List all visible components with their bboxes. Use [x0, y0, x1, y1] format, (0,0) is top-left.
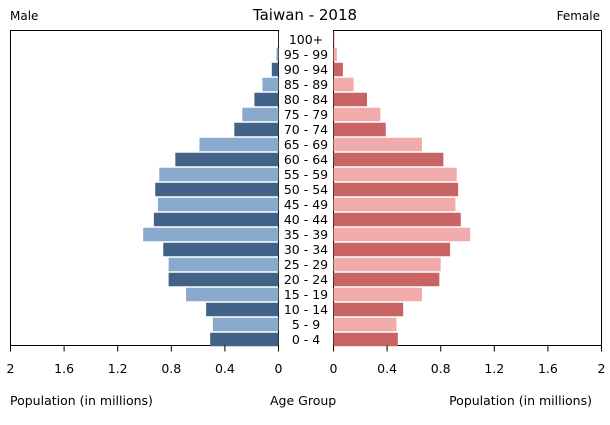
female-bar-100plus — [333, 32, 335, 47]
female-bar-15-19 — [333, 287, 422, 302]
male-bar-5-9 — [212, 317, 279, 332]
male-x-tick-label: 1.2 — [108, 361, 128, 376]
age-group-label: 75 - 79 — [284, 107, 328, 122]
age-group-label: 45 - 49 — [284, 197, 328, 212]
male-label: Male — [10, 9, 39, 23]
male-bar-25-29 — [168, 257, 279, 272]
female-x-tick-label: 0 — [330, 361, 338, 376]
female-x-tick-label: 0.4 — [377, 361, 397, 376]
male-bar-35-39 — [143, 227, 279, 242]
female-x-tick-label: 0.8 — [431, 361, 451, 376]
female-bar-5-9 — [333, 317, 397, 332]
male-bar-20-24 — [168, 272, 279, 287]
female-bar-45-49 — [333, 197, 456, 212]
female-bar-50-54 — [333, 182, 459, 197]
age-group-label: 85 - 89 — [284, 77, 328, 92]
age-group-label: 30 - 34 — [284, 242, 328, 257]
male-x-axis-label: Population (in millions) — [10, 393, 153, 408]
female-bar-75-79 — [333, 107, 381, 122]
female-bar-30-34 — [333, 242, 451, 257]
age-group-label: 60 - 64 — [284, 152, 328, 167]
male-bar-60-64 — [175, 152, 279, 167]
female-bar-40-44 — [333, 212, 461, 227]
male-bar-30-34 — [163, 242, 279, 257]
female-bar-70-74 — [333, 122, 386, 137]
age-group-label: 0 - 4 — [292, 332, 320, 347]
male-bar-10-14 — [206, 302, 279, 317]
age-group-label: 90 - 94 — [284, 62, 328, 77]
chart-title: Taiwan - 2018 — [252, 6, 358, 24]
female-bar-85-89 — [333, 77, 354, 92]
male-bar-55-59 — [159, 167, 279, 182]
male-x-tick-label: 2 — [7, 361, 15, 376]
female-bar-95-99 — [333, 47, 337, 62]
age-group-axis-label: Age Group — [270, 393, 337, 408]
male-bar-95-99 — [276, 47, 279, 62]
age-group-label: 15 - 19 — [284, 287, 328, 302]
female-x-tick-label: 1.2 — [484, 361, 504, 376]
male-bar-40-44 — [153, 212, 279, 227]
age-group-label: 55 - 59 — [284, 167, 328, 182]
female-bar-35-39 — [333, 227, 471, 242]
female-bar-10-14 — [333, 302, 404, 317]
age-group-label: 100+ — [289, 32, 323, 47]
male-bar-75-79 — [242, 107, 279, 122]
male-bar-15-19 — [186, 287, 279, 302]
male-bar-65-69 — [199, 137, 279, 152]
male-bar-50-54 — [155, 182, 279, 197]
male-bar-90-94 — [271, 62, 279, 77]
female-bar-80-84 — [333, 92, 367, 107]
age-group-label: 20 - 24 — [284, 272, 328, 287]
age-group-label: 80 - 84 — [284, 92, 328, 107]
female-bar-55-59 — [333, 167, 457, 182]
age-group-label: 35 - 39 — [284, 227, 328, 242]
male-bar-45-49 — [157, 197, 279, 212]
age-group-label: 70 - 74 — [284, 122, 328, 137]
age-group-label: 25 - 29 — [284, 257, 328, 272]
age-group-label: 95 - 99 — [284, 47, 328, 62]
female-x-axis-label: Population (in millions) — [449, 393, 592, 408]
male-x-tick-label: 0.8 — [161, 361, 181, 376]
male-bar-0-4 — [210, 332, 279, 347]
male-bar-85-89 — [262, 77, 279, 92]
female-bar-65-69 — [333, 137, 422, 152]
female-bar-20-24 — [333, 272, 440, 287]
female-label: Female — [556, 9, 600, 23]
female-bar-25-29 — [333, 257, 441, 272]
age-group-label: 65 - 69 — [284, 137, 328, 152]
female-x-tick-label: 1.6 — [538, 361, 558, 376]
female-bar-0-4 — [333, 332, 398, 347]
age-group-label: 50 - 54 — [284, 182, 328, 197]
male-x-tick-label: 1.6 — [54, 361, 74, 376]
male-bar-70-74 — [234, 122, 279, 137]
female-bar-90-94 — [333, 62, 343, 77]
age-group-label: 5 - 9 — [292, 317, 320, 332]
male-x-tick-label: 0 — [275, 361, 283, 376]
female-bar-60-64 — [333, 152, 444, 167]
age-group-label: 10 - 14 — [284, 302, 328, 317]
male-x-tick-label: 0.4 — [215, 361, 235, 376]
age-group-label: 40 - 44 — [284, 212, 328, 227]
female-x-tick-label: 2 — [598, 361, 606, 376]
male-bar-80-84 — [254, 92, 279, 107]
